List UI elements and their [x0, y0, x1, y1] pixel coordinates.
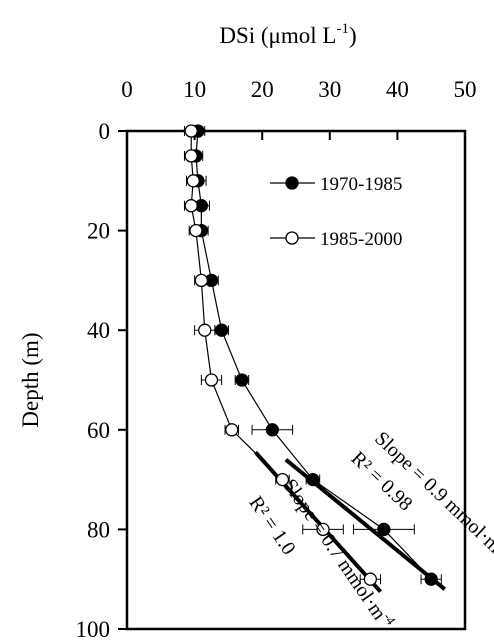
legend-marker-1985-2000 [285, 231, 299, 245]
y-tick-label-100: 100 [76, 617, 111, 642]
y-tick-label-0: 0 [99, 119, 111, 144]
point-1985-2000-15 [184, 199, 198, 213]
x-axis-title-close: ) [349, 23, 357, 48]
point-1985-2000-0 [184, 124, 198, 138]
point-1970-1985-50 [235, 373, 249, 387]
point-1985-2000-60 [225, 423, 239, 437]
point-1970-1985-40 [214, 323, 229, 337]
legend-marker-1970-1985 [285, 176, 299, 190]
legend-label-1970-1985: 1970-1985 [320, 174, 402, 195]
point-1970-1985-60 [265, 423, 279, 437]
point-1985-2000-80 [316, 522, 330, 537]
point-1985-2000-50 [204, 373, 219, 387]
x-axis-title: DSi (μmol L-1) [219, 21, 356, 48]
point-1985-2000-30 [194, 273, 209, 288]
x-tick-label-50: 50 [454, 77, 477, 102]
y-axis-title: Depth (m) [18, 332, 43, 427]
x-axis-title-sup: -1 [336, 21, 349, 37]
y-axis-ticks: 0 20 40 60 80 100 [76, 119, 127, 642]
y-tick-label-80: 80 [87, 517, 110, 542]
y-tick-label-60: 60 [87, 418, 110, 443]
legend: 1970-1985 1985-2000 [270, 174, 402, 250]
point-1985-2000-40 [198, 323, 212, 337]
fit-line-1985-2000 [253, 450, 382, 593]
point-1985-2000-20 [189, 223, 203, 238]
point-1970-1985-80 [377, 522, 391, 537]
x-tick-label-40: 40 [386, 77, 409, 102]
point-1985-2000-90 [363, 572, 378, 586]
data-markers [184, 124, 438, 586]
plot-frame [125, 129, 467, 631]
series-line-1985-2000 [190, 131, 371, 580]
y-tick-label-40: 40 [87, 318, 110, 343]
x-axis-ticks: 0 10 20 30 40 50 [121, 77, 477, 140]
y-tick-label-20: 20 [87, 219, 110, 244]
x-tick-label-10: 10 [183, 77, 206, 102]
point-1985-2000-10 [186, 174, 200, 188]
x-tick-label-30: 30 [318, 77, 341, 102]
x-tick-label-0: 0 [121, 77, 133, 102]
x-axis-title-main: DSi (μmol L [219, 23, 336, 48]
legend-label-1985-2000: 1985-2000 [320, 229, 402, 250]
point-1970-1985-70 [306, 472, 320, 487]
point-1985-2000-70 [275, 472, 290, 487]
point-1970-1985-90 [424, 572, 438, 586]
x-tick-label-20: 20 [251, 77, 274, 102]
point-1985-2000-5 [184, 149, 198, 163]
